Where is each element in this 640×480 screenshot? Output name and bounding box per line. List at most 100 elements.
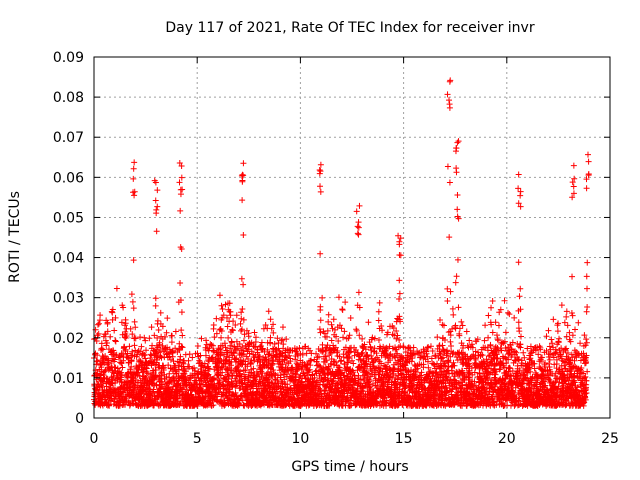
grid-lines	[94, 57, 610, 418]
roti-point	[225, 334, 232, 341]
roti-point	[454, 206, 461, 213]
roti-point	[328, 321, 335, 328]
roti-point	[267, 334, 274, 341]
roti-point	[454, 191, 461, 198]
roti-point	[215, 380, 222, 387]
roti-point	[330, 316, 337, 323]
roti-point	[197, 358, 204, 365]
roti-point	[375, 308, 382, 315]
roti-point	[93, 337, 100, 344]
roti-point	[214, 370, 221, 377]
roti-point	[120, 304, 127, 311]
roti-point	[240, 281, 247, 288]
roti-point	[202, 352, 209, 359]
roti-point	[198, 378, 205, 385]
roti-point	[94, 321, 101, 328]
roti-point	[157, 309, 164, 316]
roti-point	[177, 207, 184, 214]
roti-point	[365, 319, 372, 326]
roti-point	[172, 328, 179, 335]
roti-point	[489, 297, 496, 304]
roti-point	[104, 319, 111, 326]
roti-point	[177, 297, 184, 304]
roti-point	[138, 343, 145, 350]
roti-point	[451, 362, 458, 369]
roti-point	[126, 343, 133, 350]
roti-point	[150, 386, 157, 393]
roti-point	[452, 279, 459, 286]
roti-point	[168, 339, 175, 346]
roti-point	[130, 257, 137, 264]
roti-point	[449, 305, 456, 312]
roti-point	[213, 315, 220, 322]
roti-point	[485, 334, 492, 341]
roti-point	[482, 322, 489, 329]
roti-point	[143, 347, 150, 354]
roti-point	[211, 375, 218, 382]
roti-point	[131, 387, 138, 394]
roti-point	[179, 344, 186, 351]
roti-point	[142, 337, 149, 344]
roti-point	[156, 339, 163, 346]
roti-point	[147, 392, 154, 399]
roti-point	[103, 342, 110, 349]
roti-point	[213, 330, 220, 337]
roti-point	[240, 231, 247, 238]
roti-point	[113, 285, 120, 292]
roti-point	[495, 322, 502, 329]
data-points	[91, 77, 592, 409]
roti-point	[218, 302, 225, 309]
roti-point	[131, 318, 138, 325]
roti-point	[152, 295, 159, 302]
roti-point	[112, 338, 119, 345]
roti-point	[186, 351, 193, 358]
roti-point	[488, 304, 495, 311]
roti-point	[240, 316, 247, 323]
roti-point	[347, 315, 354, 322]
roti-point	[502, 329, 509, 336]
roti-point	[120, 389, 127, 396]
roti-point	[517, 344, 524, 351]
roti-point	[94, 332, 101, 339]
roti-point	[238, 315, 245, 322]
roti-point	[153, 228, 160, 235]
roti-point	[179, 332, 186, 339]
roti-point	[159, 381, 166, 388]
roti-point	[167, 356, 174, 363]
roti-point	[151, 332, 158, 339]
roti-point	[200, 364, 207, 371]
roti-point	[424, 344, 431, 351]
roti-point	[517, 285, 524, 292]
roti-point	[518, 333, 524, 340]
roti-point	[224, 323, 231, 330]
roti-point	[447, 288, 454, 295]
roti-point	[183, 368, 190, 375]
roti-point	[376, 299, 383, 306]
roti-point	[224, 382, 231, 389]
roti-point	[545, 327, 552, 334]
roti-point	[463, 328, 470, 335]
roti-point	[158, 354, 165, 361]
roti-point	[98, 364, 105, 371]
roti-point	[100, 379, 107, 386]
roti-point	[128, 357, 135, 364]
roti-point	[267, 316, 274, 323]
roti-point	[127, 325, 134, 332]
roti-point	[447, 338, 454, 345]
roti-point	[216, 377, 223, 384]
roti-point	[218, 328, 225, 335]
roti-point	[95, 320, 102, 327]
roti-point	[164, 315, 171, 322]
roti-point	[129, 331, 136, 338]
roti-point	[122, 401, 129, 408]
roti-point	[99, 346, 106, 353]
roti-point	[152, 302, 159, 309]
roti-point	[516, 328, 523, 335]
roti-point	[410, 344, 417, 351]
roti-point	[189, 354, 196, 361]
roti-point	[444, 163, 451, 170]
roti-point	[350, 360, 357, 367]
roti-point	[112, 337, 119, 344]
roti-point	[154, 317, 161, 324]
roti-point	[355, 231, 362, 238]
